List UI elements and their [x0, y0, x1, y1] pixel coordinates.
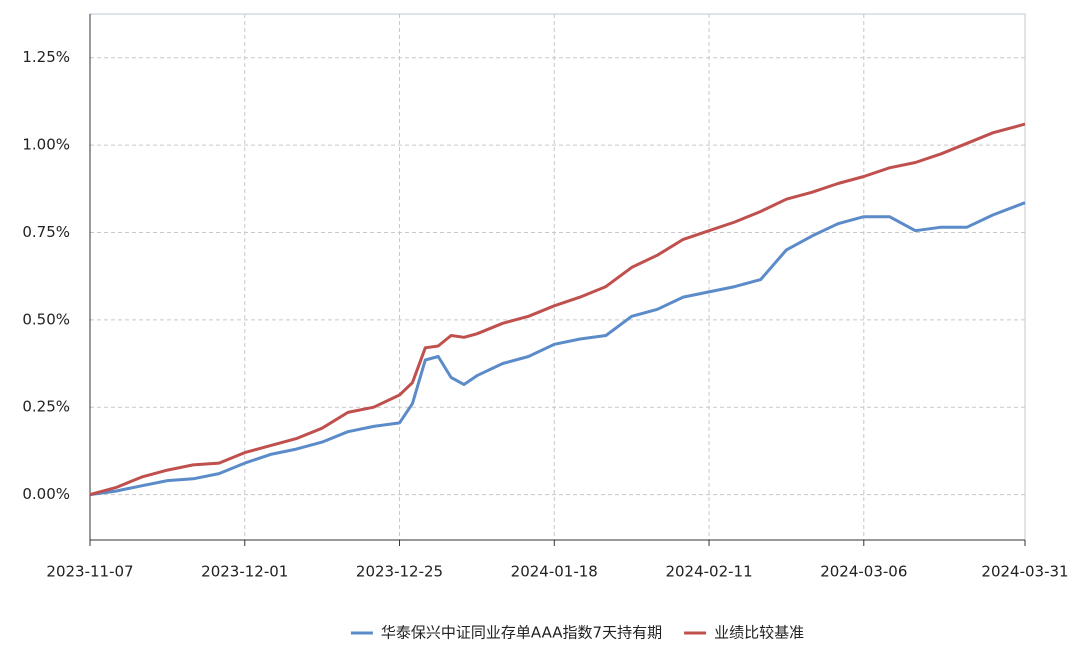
x-tick-label: 2023-12-01	[201, 563, 288, 581]
x-tick-label: 2024-01-18	[511, 563, 598, 581]
legend-label: 华泰保兴中证同业存单AAA指数7天持有期	[381, 624, 662, 642]
x-tick-label: 2023-11-07	[46, 563, 133, 581]
plot-frame	[89, 13, 1026, 541]
y-tick-label: 0.50%	[22, 310, 70, 328]
x-tick-label: 2024-03-06	[820, 563, 907, 581]
series-line	[89, 122, 1026, 497]
y-tick-label: 0.75%	[22, 223, 70, 241]
legend-label: 业绩比较基准	[714, 624, 804, 642]
series-line	[89, 201, 1026, 497]
y-tick-label: 0.00%	[22, 485, 70, 503]
x-tick-label: 2023-12-25	[356, 563, 443, 581]
y-tick-label: 1.00%	[22, 136, 70, 154]
x-tick-label: 2024-02-11	[665, 563, 752, 581]
x-tick-label: 2024-03-31	[981, 563, 1068, 581]
y-tick-label: 0.25%	[22, 398, 70, 416]
y-tick-label: 1.25%	[22, 48, 70, 66]
